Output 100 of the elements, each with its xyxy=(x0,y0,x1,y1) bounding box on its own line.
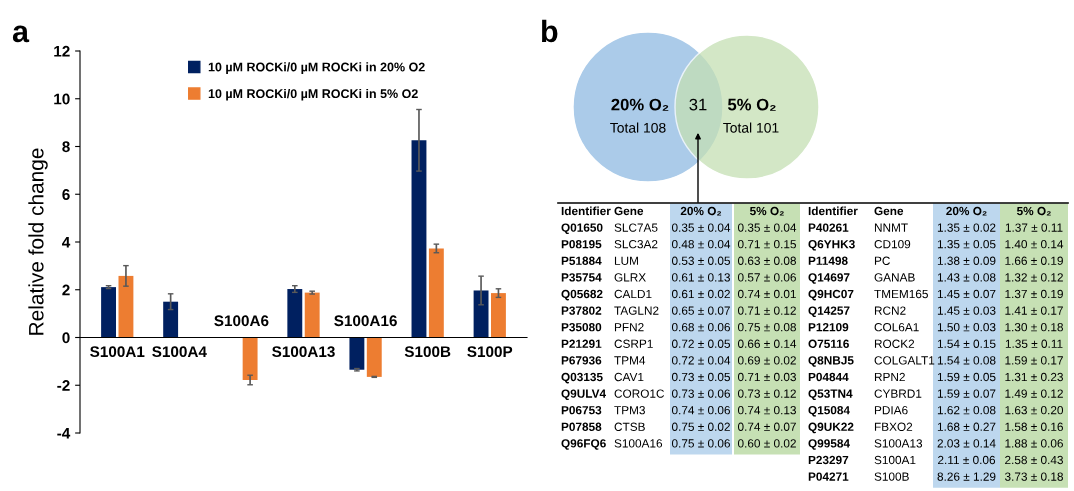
text: 2.58 ± 0.43 xyxy=(1005,455,1063,465)
text: P35754 xyxy=(561,273,602,282)
legend-label: 10 µM ROCKi/0 µM ROCKi in 5% O2 xyxy=(208,88,418,101)
y-tick-label: 0 xyxy=(62,332,70,344)
text: Q9HC07 xyxy=(808,289,854,301)
text: 1.43 ± 0.08 xyxy=(937,273,996,282)
bar xyxy=(242,337,258,380)
text: 5% O₂ xyxy=(1016,206,1051,216)
text: 0.74 ± 0.07 xyxy=(737,422,796,431)
text: S100A13 xyxy=(874,439,923,448)
text: Q9UK22 xyxy=(808,422,854,434)
bar xyxy=(118,275,134,338)
text: 0.71 ± 0.15 xyxy=(737,240,796,249)
text: PDIA6 xyxy=(874,406,908,415)
text: 0.35 ± 0.04 xyxy=(671,223,731,232)
text: 20% O₂ xyxy=(946,206,987,216)
text: 0.66 ± 0.14 xyxy=(737,339,797,348)
text: 0.72 ± 0.05 xyxy=(671,339,730,348)
text: 1.59 ± 0.05 xyxy=(937,372,996,382)
text: P40261 xyxy=(808,223,849,232)
text: SLC7A5 xyxy=(614,223,658,232)
y-tick-label: 2 xyxy=(62,284,70,296)
text: 1.63 ± 0.20 xyxy=(1005,406,1064,415)
text: 1.35 ± 0.05 xyxy=(937,240,996,249)
text: 1.45 ± 0.07 xyxy=(937,289,996,299)
text: Total 108 xyxy=(610,122,666,133)
text: Q15084 xyxy=(808,406,850,417)
text: P04844 xyxy=(808,372,849,382)
text: 1.35 ± 0.02 xyxy=(937,223,996,232)
text: NNMT xyxy=(874,223,908,232)
text: 0.72 ± 0.04 xyxy=(671,356,731,365)
text: 0.74 ± 0.01 xyxy=(737,289,796,299)
x-tick-label: S100A6 xyxy=(214,315,269,327)
text: COL6A1 xyxy=(874,323,919,332)
text: Q8NBJ5 xyxy=(808,356,854,367)
text: S100A16 xyxy=(614,439,663,448)
bar xyxy=(163,301,179,338)
text: P37802 xyxy=(561,306,602,315)
bar xyxy=(304,292,320,338)
text: PC xyxy=(874,256,890,265)
text: P35080 xyxy=(561,323,602,332)
text: TPM3 xyxy=(614,406,645,415)
text: P51884 xyxy=(561,256,602,265)
text: 1.41 ± 0.17 xyxy=(1005,306,1063,315)
text: 1.62 ± 0.08 xyxy=(937,406,996,415)
text: 1.50 ± 0.03 xyxy=(937,323,996,332)
text: COLGALT1 xyxy=(874,356,935,365)
text: 0.65 ± 0.07 xyxy=(671,306,730,315)
text: 0.60 ± 0.02 xyxy=(737,439,796,448)
y-tick-label: -4 xyxy=(57,428,71,439)
text: 0.48 ± 0.04 xyxy=(671,240,731,249)
text: 1.31 ± 0.23 xyxy=(1005,372,1063,382)
text: Gene xyxy=(614,206,644,216)
text: ROCK2 xyxy=(874,339,915,348)
text: P21291 xyxy=(561,339,602,348)
text: 31 xyxy=(689,98,707,111)
text: 0.57 ± 0.06 xyxy=(737,273,796,282)
x-tick-label: S100P xyxy=(467,346,513,358)
y-tick-label: 10 xyxy=(54,93,70,105)
text: 1.35 ± 0.11 xyxy=(1005,339,1063,348)
text: TAGLN2 xyxy=(614,306,659,315)
text: Q53TN4 xyxy=(808,389,853,400)
text: 0.75 ± 0.06 xyxy=(671,439,730,448)
text: 0.69 ± 0.02 xyxy=(737,356,796,365)
bar xyxy=(101,287,117,338)
y-tick-label: 6 xyxy=(62,189,70,200)
text: 1.59 ± 0.07 xyxy=(937,389,996,398)
text: O75116 xyxy=(808,339,849,348)
y-axis-title: Relative fold change xyxy=(28,148,48,335)
x-tick-label: S100A13 xyxy=(272,346,335,358)
text: CALD1 xyxy=(614,289,652,299)
text: Q96FQ6 xyxy=(561,439,606,450)
text: 1.59 ± 0.17 xyxy=(1005,356,1063,365)
text: 1.40 ± 0.14 xyxy=(1005,240,1064,249)
bar xyxy=(428,248,444,338)
text: RPN2 xyxy=(874,372,905,382)
text: 0.74 ± 0.06 xyxy=(671,406,730,415)
text: CAV1 xyxy=(614,372,644,382)
text: 5% O₂ xyxy=(727,98,776,111)
bar xyxy=(411,140,427,338)
text: 2.03 ± 0.14 xyxy=(937,439,996,448)
text: 0.71 ± 0.12 xyxy=(737,306,796,315)
text: GANAB xyxy=(874,273,915,282)
text: 1.58 ± 0.16 xyxy=(1005,422,1063,431)
y-tick-label: -2 xyxy=(57,380,70,391)
text: 1.37 ± 0.11 xyxy=(1005,223,1063,232)
text: 0.61 ± 0.13 xyxy=(671,273,730,282)
text: SLC3A2 xyxy=(614,240,658,249)
text: PFN2 xyxy=(614,323,644,332)
text: 2.11 ± 0.06 xyxy=(938,455,996,465)
text: FBXO2 xyxy=(874,422,913,431)
text: 0.61 ± 0.02 xyxy=(671,289,730,299)
text: TMEM165 xyxy=(874,289,928,299)
text: 0.68 ± 0.06 xyxy=(671,323,730,332)
text: 8.26 ± 1.29 xyxy=(937,472,996,481)
text: 5% O₂ xyxy=(749,206,784,216)
text: TPM4 xyxy=(614,356,646,365)
x-tick-label: S100A4 xyxy=(152,346,207,358)
text: Total 101 xyxy=(723,122,779,133)
text: CD109 xyxy=(874,240,911,249)
